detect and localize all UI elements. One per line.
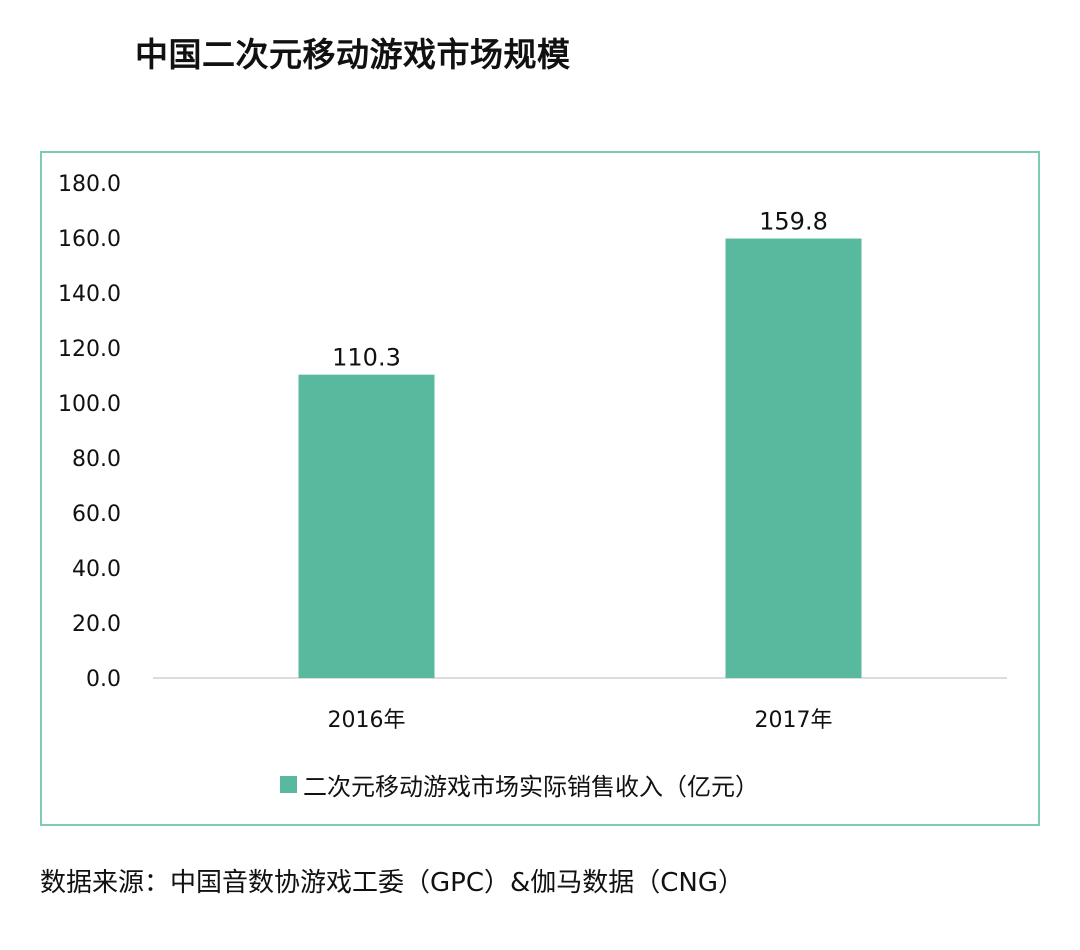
x-axis-labels: 2016年 2017年 [328, 708, 833, 733]
chart-title: 中国二次元移动游戏市场规模 [135, 35, 571, 74]
legend-swatch [280, 776, 297, 793]
y-tick-label: 100.0 [58, 392, 121, 417]
y-tick-label: 20.0 [72, 612, 121, 637]
bar-2 [725, 238, 862, 679]
y-tick-label: 160.0 [58, 227, 121, 252]
y-tick-label: 60.0 [72, 502, 121, 527]
data-source-note: 数据来源：中国音数协游戏工委（GPC）&伽马数据（CNG） [40, 868, 745, 898]
y-tick-label: 40.0 [72, 557, 121, 582]
y-tick-label: 120.0 [58, 337, 121, 362]
y-tick-label: 80.0 [72, 447, 121, 472]
y-tick-label: 140.0 [58, 282, 121, 307]
y-tick-label: 180.0 [58, 172, 121, 197]
x-tick-label: 2017年 [755, 708, 833, 733]
y-axis-ticks: 0.0 20.0 40.0 60.0 80.0 100.0 120.0 140.0 160.0 1… [58, 172, 121, 692]
data-label: 159.8 [759, 208, 828, 236]
bars [298, 238, 862, 679]
bar-1 [298, 374, 435, 678]
chart-frame [40, 151, 1040, 826]
legend: 二次元移动游戏市场实际销售收入（亿元） [280, 767, 759, 802]
y-tick-label: 0.0 [86, 667, 121, 692]
x-tick-label: 2016年 [328, 708, 406, 733]
data-labels: 110.3 159.8 [332, 208, 828, 372]
legend-label: 二次元移动游戏市场实际销售收入（亿元） [303, 773, 759, 801]
data-label: 110.3 [332, 344, 401, 372]
